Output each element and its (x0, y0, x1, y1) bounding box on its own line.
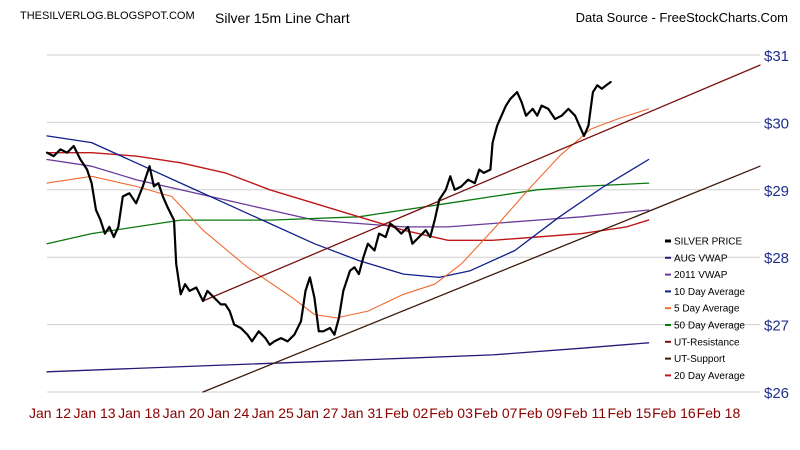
x-tick-label: Jan 18 (118, 405, 160, 421)
legend-label-ut_support: UT-Support (674, 354, 725, 365)
x-tick-label: Jan 25 (252, 405, 294, 421)
x-tick-label: Feb 03 (429, 405, 473, 421)
y-tick-label: $27 (764, 318, 789, 335)
x-tick-label: Jan 12 (29, 405, 71, 421)
series-line-aug_vwap (46, 342, 650, 373)
legend-label-day20: 20 Day Average (674, 371, 745, 382)
y-tick-label: $31 (764, 48, 789, 65)
legend-label-ut_resistance: UT-Resistance (674, 337, 740, 348)
series-line-day20 (46, 152, 650, 241)
x-tick-label: Feb 02 (385, 405, 429, 421)
x-tick-label: Feb 18 (697, 405, 741, 421)
x-tick-label: Feb 09 (518, 405, 562, 421)
data-source-label: Data Source - FreeStockCharts.Com (575, 10, 788, 25)
x-tick-label: Jan 24 (207, 405, 249, 421)
x-tick-label: Jan 31 (341, 405, 383, 421)
legend-label-aug_vwap: AUG VWAP (674, 253, 728, 264)
x-tick-label: Jan 27 (296, 405, 338, 421)
legend-label-silver_price: SILVER PRICE (674, 237, 742, 248)
x-tick-label: Feb 15 (608, 405, 652, 421)
series-line-day5 (46, 108, 650, 319)
series-layer (45, 64, 761, 393)
y-tick-label: $26 (764, 385, 789, 402)
series-line-ut_resistance (202, 64, 761, 302)
y-axis-ticks: $26 $27 $28 $29 $30 $31 (764, 48, 789, 402)
x-tick-label: Feb 11 (563, 405, 606, 421)
chart-title: Silver 15m Line Chart (215, 10, 350, 26)
y-tick-label: $30 (764, 115, 789, 132)
series-line-silver_price (45, 80, 612, 346)
y-tick-label: $28 (764, 250, 789, 267)
legend-label-day10: 10 Day Average (674, 287, 745, 298)
legend-label-day50: 50 Day Average (674, 321, 745, 332)
x-tick-label: Jan 13 (74, 405, 116, 421)
x-tick-label: Jan 20 (163, 405, 205, 421)
x-tick-label: Feb 16 (652, 405, 696, 421)
x-axis-ticks: Jan 12 Jan 13 Jan 18 Jan 20 Jan 24 Jan 25 Jan … (29, 405, 740, 421)
legend-label-vwap_2011: 2011 VWAP (674, 270, 728, 281)
grid-lines (47, 54, 760, 393)
series-line-day50 (46, 182, 650, 245)
series-line-ut_support (202, 165, 761, 393)
y-tick-label: $29 (764, 183, 789, 200)
legend: SILVER PRICE AUG VWAP 2011 VWAP 10 Day Aver… (665, 237, 745, 382)
x-tick-label: Feb 07 (474, 405, 518, 421)
blog-label: THESILVERLOG.BLOGSPOT.COM (20, 10, 195, 22)
legend-label-day5: 5 Day Average (674, 304, 740, 315)
